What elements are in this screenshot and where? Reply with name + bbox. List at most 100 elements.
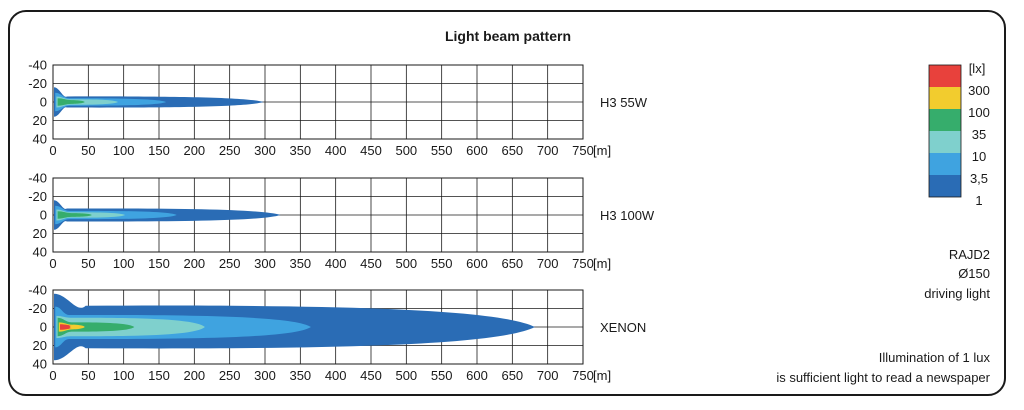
x-tick-label: 750 [572, 143, 594, 158]
beam-contours [54, 293, 535, 361]
x-tick-label: 100 [113, 368, 135, 383]
x-tick-label: 0 [49, 368, 56, 383]
x-tick-label: 50 [81, 143, 95, 158]
x-tick-label: 550 [431, 256, 453, 271]
x-tick-label: 600 [466, 256, 488, 271]
x-tick-label: 300 [254, 143, 276, 158]
legend-label: 1 [975, 193, 982, 208]
x-tick-label: 100 [113, 256, 135, 271]
x-tick-label: 200 [183, 143, 205, 158]
panel-name: H3 100W [600, 208, 655, 223]
caption-line-1: Illumination of 1 lux [879, 350, 991, 365]
y-tick-label: 40 [33, 132, 47, 147]
isolux-300-lx [60, 324, 74, 330]
y-tick-label: 20 [33, 113, 47, 128]
model-label: RAJD2 [949, 247, 990, 262]
plot-border [52, 177, 584, 253]
x-tick-label: 350 [289, 368, 311, 383]
legend-label: 300 [968, 83, 990, 98]
legend-border [928, 64, 962, 198]
x-tick-label: 0 [49, 256, 56, 271]
legend-label: 3,5 [970, 171, 988, 186]
x-tick-label: 250 [219, 368, 241, 383]
plot-border [52, 289, 584, 365]
isolux-35-lx [57, 317, 135, 337]
x-tick-label: 700 [537, 368, 559, 383]
legend-swatch [929, 153, 961, 175]
legend-swatch [929, 109, 961, 131]
x-unit-label: [m] [593, 143, 611, 158]
y-tick-label: -40 [28, 58, 47, 73]
isolux-35-lx [57, 211, 92, 219]
x-tick-label: 550 [431, 368, 453, 383]
beam-contours [54, 87, 264, 117]
beam-contours [54, 200, 281, 230]
y-tick-label: 40 [33, 357, 47, 372]
x-tick-label: 650 [501, 368, 523, 383]
x-tick-label: 500 [395, 368, 417, 383]
x-tick-label: 450 [360, 143, 382, 158]
chart-title: Light beam pattern [445, 28, 571, 44]
panel-name: XENON [600, 320, 646, 335]
x-tick-label: 400 [325, 143, 347, 158]
x-tick-label: 650 [501, 143, 523, 158]
y-tick-label: 20 [33, 338, 47, 353]
x-tick-label: 350 [289, 143, 311, 158]
legend: [lx] 300 100 35 10 3,5 1 [928, 61, 990, 208]
legend-swatch [929, 175, 961, 197]
y-tick-label: 40 [33, 245, 47, 260]
x-tick-label: 600 [466, 143, 488, 158]
isolux-35-lx [57, 98, 85, 106]
x-tick-label: 0 [49, 143, 56, 158]
legend-label: 35 [972, 127, 986, 142]
y-tick-label: 0 [40, 320, 47, 335]
x-tick-label: 250 [219, 256, 241, 271]
x-tick-label: 50 [81, 256, 95, 271]
notes: RAJD2 Ø150 driving light Illumination of… [776, 247, 990, 385]
x-tick-label: 150 [148, 256, 170, 271]
x-tick-label: 250 [219, 143, 241, 158]
x-tick-label: 350 [289, 256, 311, 271]
x-tick-label: 300 [254, 368, 276, 383]
y-tick-label: 0 [40, 208, 47, 223]
legend-swatch [929, 65, 961, 87]
x-tick-label: 700 [537, 256, 559, 271]
y-tick-label: 20 [33, 226, 47, 241]
y-tick-label: -20 [28, 301, 47, 316]
x-tick-label: 750 [572, 256, 594, 271]
x-tick-label: 550 [431, 143, 453, 158]
plot-border [52, 64, 584, 140]
isolux-10-lx [56, 96, 119, 108]
x-tick-label: 150 [148, 368, 170, 383]
x-tick-label: 200 [183, 368, 205, 383]
x-unit-label: [m] [593, 368, 611, 383]
y-tick-label: -20 [28, 189, 47, 204]
legend-label: 100 [968, 105, 990, 120]
x-tick-label: 150 [148, 143, 170, 158]
x-tick-label: 400 [325, 256, 347, 271]
x-tick-label: 450 [360, 256, 382, 271]
legend-unit: [lx] [969, 61, 986, 76]
x-tick-label: 600 [466, 368, 488, 383]
x-tick-label: 500 [395, 143, 417, 158]
legend-swatch [929, 87, 961, 109]
x-tick-label: 450 [360, 368, 382, 383]
x-tick-label: 100 [113, 143, 135, 158]
y-tick-label: -20 [28, 76, 47, 91]
type-label: driving light [924, 286, 990, 301]
y-tick-label: 0 [40, 95, 47, 110]
x-tick-label: 750 [572, 368, 594, 383]
x-tick-label: 50 [81, 368, 95, 383]
x-unit-label: [m] [593, 256, 611, 271]
panel-name: H3 55W [600, 95, 648, 110]
diameter-label: Ø150 [958, 266, 990, 281]
x-tick-label: 400 [325, 368, 347, 383]
x-tick-label: 700 [537, 143, 559, 158]
legend-label: 10 [972, 149, 986, 164]
x-tick-label: 200 [183, 256, 205, 271]
y-tick-label: -40 [28, 171, 47, 186]
caption-line-2: is sufficient light to read a newspaper [776, 370, 990, 385]
